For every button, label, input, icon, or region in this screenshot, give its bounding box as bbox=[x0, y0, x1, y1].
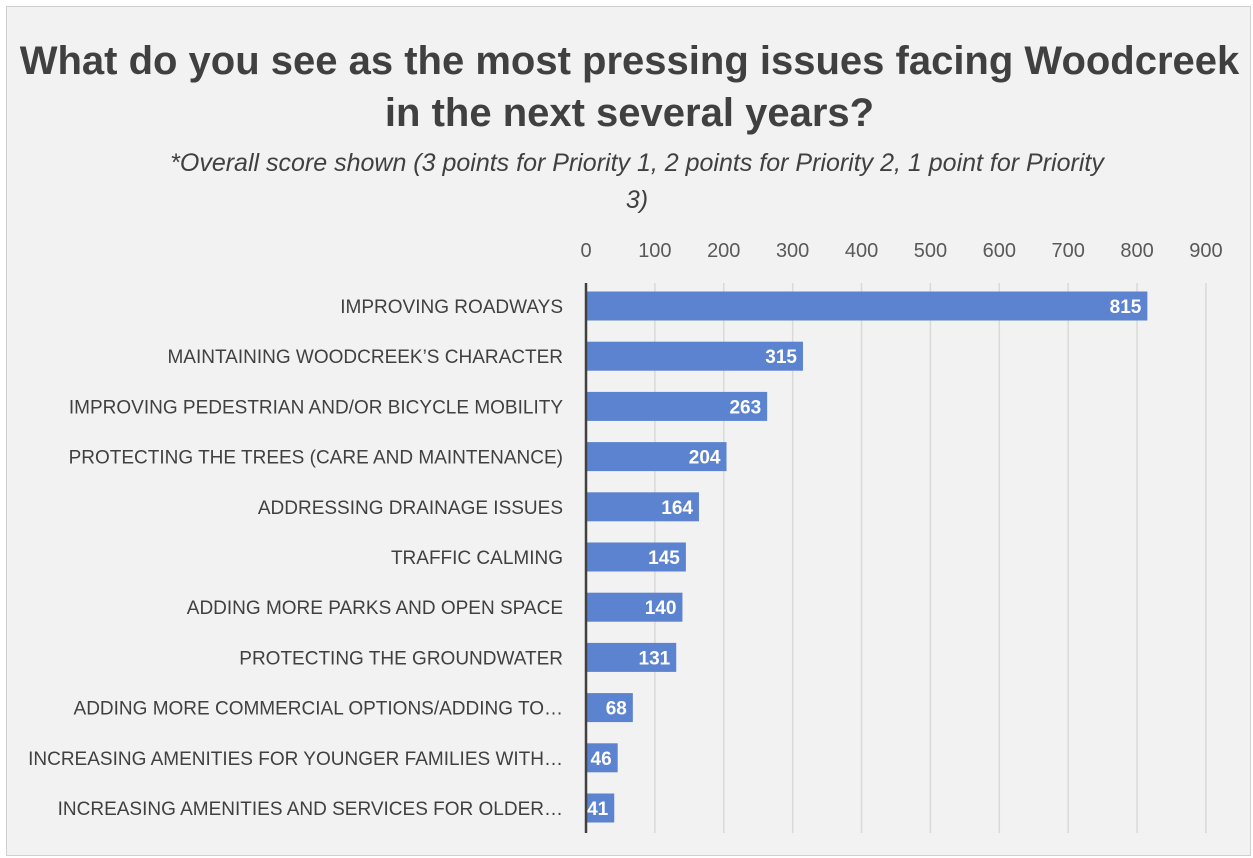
bar bbox=[586, 743, 618, 773]
bar bbox=[586, 793, 615, 823]
bar bbox=[586, 693, 633, 723]
x-tick-label: 700 bbox=[1051, 240, 1084, 262]
chart-subtitle: *Overall score shown (3 points for Prior… bbox=[170, 149, 1104, 214]
bar bbox=[586, 592, 683, 622]
data-label: 164 bbox=[661, 498, 693, 519]
data-label: 68 bbox=[606, 699, 627, 720]
x-tick-label: 800 bbox=[1120, 240, 1153, 262]
bars bbox=[584, 283, 1148, 833]
category-label: ADDING MORE PARKS AND OPEN SPACE bbox=[187, 598, 563, 619]
bar bbox=[586, 492, 699, 522]
bar bbox=[586, 442, 727, 472]
x-tick-label: 400 bbox=[845, 240, 878, 262]
x-tick-label: 600 bbox=[983, 240, 1016, 262]
x-tick-label: 300 bbox=[776, 240, 809, 262]
category-label: MAINTAINING WOODCREEK’S CHARACTER bbox=[167, 347, 563, 368]
category-label: INCREASING AMENITIES FOR YOUNGER FAMILIE… bbox=[28, 749, 563, 770]
x-tick-label: 100 bbox=[638, 240, 671, 262]
category-label: ADDRESSING DRAINAGE ISSUES bbox=[258, 498, 563, 519]
labels: 0 100 200 300 400 500 600 700 800 900 815 IMPROVING… bbox=[28, 240, 1222, 820]
data-label: 815 bbox=[1110, 297, 1142, 318]
bar bbox=[586, 291, 1148, 321]
category-label: ADDING MORE COMMERCIAL OPTIONS/ADDING TO… bbox=[74, 699, 563, 720]
x-tick-label: 0 bbox=[580, 240, 591, 262]
data-label: 315 bbox=[765, 347, 797, 368]
data-label: 263 bbox=[729, 397, 761, 418]
category-label: IMPROVING PEDESTRIAN AND/OR BICYCLE MOBI… bbox=[69, 397, 563, 418]
chart-frame: What do you see as the most pressing iss… bbox=[6, 6, 1251, 856]
category-label: INCREASING AMENITIES AND SERVICES FOR OL… bbox=[58, 799, 563, 820]
bar bbox=[586, 542, 686, 572]
bar bbox=[586, 341, 803, 371]
category-label: IMPROVING ROADWAYS bbox=[340, 297, 563, 318]
data-label: 46 bbox=[591, 749, 612, 770]
chart-title: What do you see as the most pressing iss… bbox=[19, 39, 1240, 135]
data-label: 145 bbox=[648, 548, 680, 569]
data-label: 140 bbox=[645, 598, 677, 619]
bar bbox=[586, 642, 677, 672]
bar bbox=[586, 391, 768, 421]
data-label: 204 bbox=[689, 448, 721, 469]
bar-chart: 0 100 200 300 400 500 600 700 800 900 815 IMPROVING… bbox=[28, 240, 1223, 833]
category-label: PROTECTING THE TREES (CARE AND MAINTENAN… bbox=[69, 448, 563, 469]
category-label: TRAFFIC CALMING bbox=[391, 548, 563, 569]
category-label: PROTECTING THE GROUNDWATER bbox=[239, 648, 563, 669]
data-label: 41 bbox=[587, 799, 609, 820]
x-tick-label: 200 bbox=[707, 240, 740, 262]
data-label: 131 bbox=[639, 648, 671, 669]
x-tick-label: 500 bbox=[914, 240, 947, 262]
x-tick-label: 900 bbox=[1189, 240, 1222, 262]
